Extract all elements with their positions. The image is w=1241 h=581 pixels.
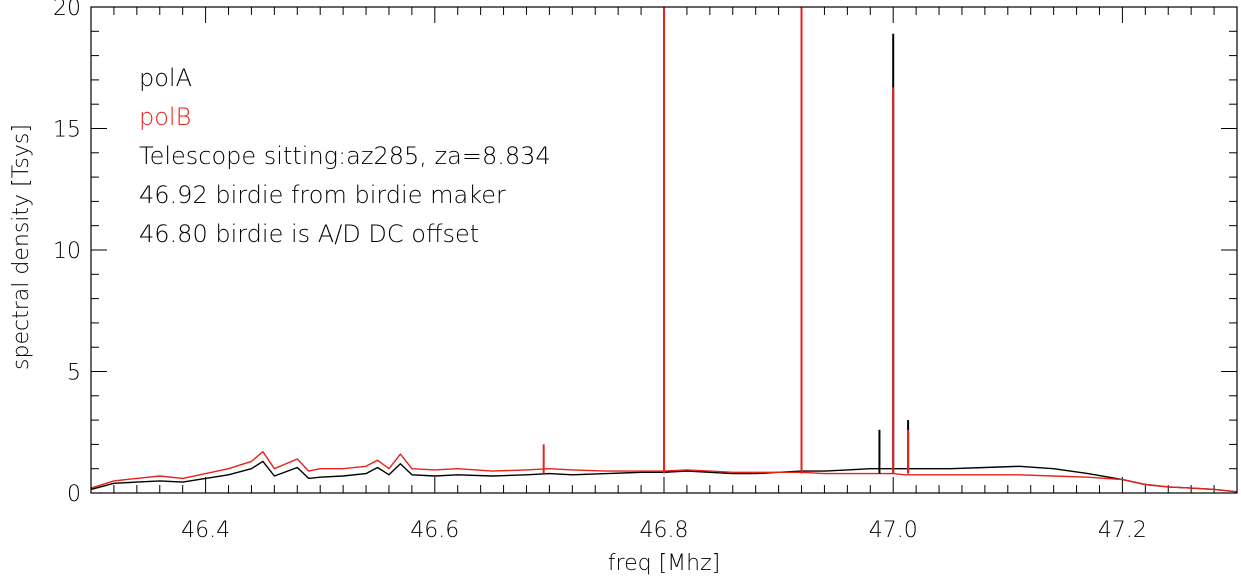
x-tick-label: 46.8	[640, 518, 689, 543]
x-tick-labels: 46.4 46.6 46.8 47.0 47.2	[181, 518, 1147, 543]
x-axis-title: freq [Mhz]	[608, 551, 720, 576]
y-axis-title: spectral density [Tsys]	[9, 124, 34, 370]
y-tick-labels: 0 5 10 15 20	[53, 0, 81, 507]
annotations: polA polB Telescope sitting:az285, za=8.83…	[139, 64, 551, 248]
x-tick-label: 46.4	[181, 518, 230, 543]
y-tick-label: 15	[53, 118, 81, 143]
y-tick-label: 5	[67, 361, 81, 386]
y-tick-label: 10	[53, 239, 81, 264]
tick-marks	[90, 6, 1238, 494]
x-tick-label: 46.6	[410, 518, 459, 543]
x-tick-label: 47.2	[1098, 518, 1147, 543]
plot-frame	[90, 6, 1238, 494]
annotation-text: 46.92 birdie from birdie maker	[139, 181, 506, 209]
y-tick-label: 20	[53, 0, 81, 21]
annotation-text: Telescope sitting:az285, za=8.834	[139, 142, 551, 170]
spike-lines	[542, 7, 910, 474]
annotation-text: 46.80 birdie is A/D DC offset	[139, 220, 479, 248]
legend-entry-polB: polB	[139, 103, 191, 131]
x-tick-label: 47.0	[869, 518, 918, 543]
legend-entry-polA: polA	[139, 64, 192, 92]
series-line-polB	[90, 451, 1238, 493]
series-lines	[90, 451, 1238, 493]
y-tick-label: 0	[67, 482, 81, 507]
series-line-polA	[90, 460, 1238, 493]
